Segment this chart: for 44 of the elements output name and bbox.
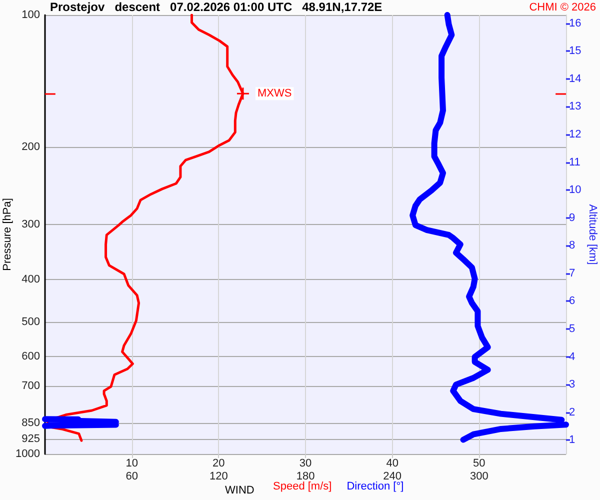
y-tick-label: 925 [22,433,40,446]
y2-tick-label: 4 [569,350,576,363]
y2-tick-label: 9 [569,212,576,224]
x2-tick-label: 240 [383,470,402,482]
x2-tick-label: 300 [470,470,488,482]
text: Speed [m/s] [273,480,332,492]
y-axis-title: Pressure [hPa] [2,198,14,271]
x-tick-label: 40 [386,458,398,470]
x2-tick-label: 60 [126,470,138,482]
x2-tick-label: 180 [296,470,315,482]
y-tick-label: 600 [22,350,40,363]
y2-tick-label: 14 [569,72,582,85]
y2-tick-label: 5 [569,322,576,335]
chart-title: Prostejov descent 07.02.2026 01:00 UTC 48.91N,17.72E [50,0,382,14]
y-tick-label: 200 [22,141,40,154]
x-tick-label: 20 [212,458,225,470]
x2-tick-label: 120 [209,470,228,482]
y2-tick-label: 1 [569,434,576,446]
y2-tick-label: 3 [569,378,576,391]
text: CHMI © 2026 [529,2,596,14]
y-tick-label: 500 [22,316,40,328]
y2-tick-label: 15 [569,45,582,58]
annotation: MXWS [257,88,292,100]
y-tick-label: 700 [22,380,40,392]
y2-tick-label: 8 [569,240,576,252]
x-tick-label: 50 [473,458,486,470]
y-tick-label: 100 [22,9,40,21]
y2-tick-label: 12 [569,128,582,140]
y-tick-label: 850 [22,417,40,430]
x-tick-label: 30 [299,458,312,470]
y-tick-label: 300 [22,218,40,230]
x-tick-label: 10 [126,458,138,470]
y2-axis-title: Altitude [km] [586,204,598,265]
y2-tick-label: 13 [569,100,582,113]
y-tick-label: 1000 [16,448,40,460]
y2-tick-label: 11 [569,156,580,168]
text: Direction [°] [346,480,404,492]
y-tick-label: 400 [22,273,40,286]
y2-tick-label: 10 [569,184,582,196]
y2-tick-label: 2 [569,406,576,418]
y2-tick-label: 6 [569,295,576,308]
y2-tick-label: 7 [569,267,576,280]
x-axis-title: WIND [225,484,254,496]
y2-tick-label: 16 [569,17,582,30]
